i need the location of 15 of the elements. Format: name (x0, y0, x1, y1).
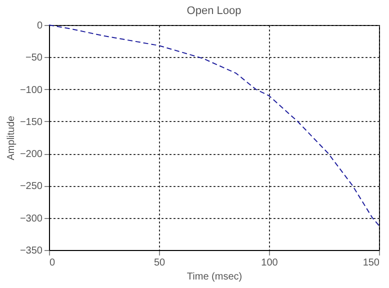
y-tick-label: −100 (20, 84, 43, 96)
x-tick-label: 50 (154, 258, 166, 268)
x-tick-label: 150 (362, 258, 380, 268)
y-tick-label: −200 (20, 149, 43, 160)
x-tick-label: 100 (261, 258, 278, 268)
y-tick-label: −350 (20, 246, 43, 256)
y-tick-label: −50 (26, 52, 43, 64)
chart-title: Open Loop (186, 5, 242, 17)
x-axis-title: Time (msec) (186, 272, 242, 282)
y-tick-label: −250 (20, 181, 43, 192)
y-tick-label: −300 (20, 213, 43, 224)
y-axis-title: Amplitude (6, 115, 17, 160)
x-tick-label: 0 (50, 258, 56, 268)
y-tick-label: 0 (36, 20, 43, 32)
y-tick-label: −150 (20, 116, 43, 128)
